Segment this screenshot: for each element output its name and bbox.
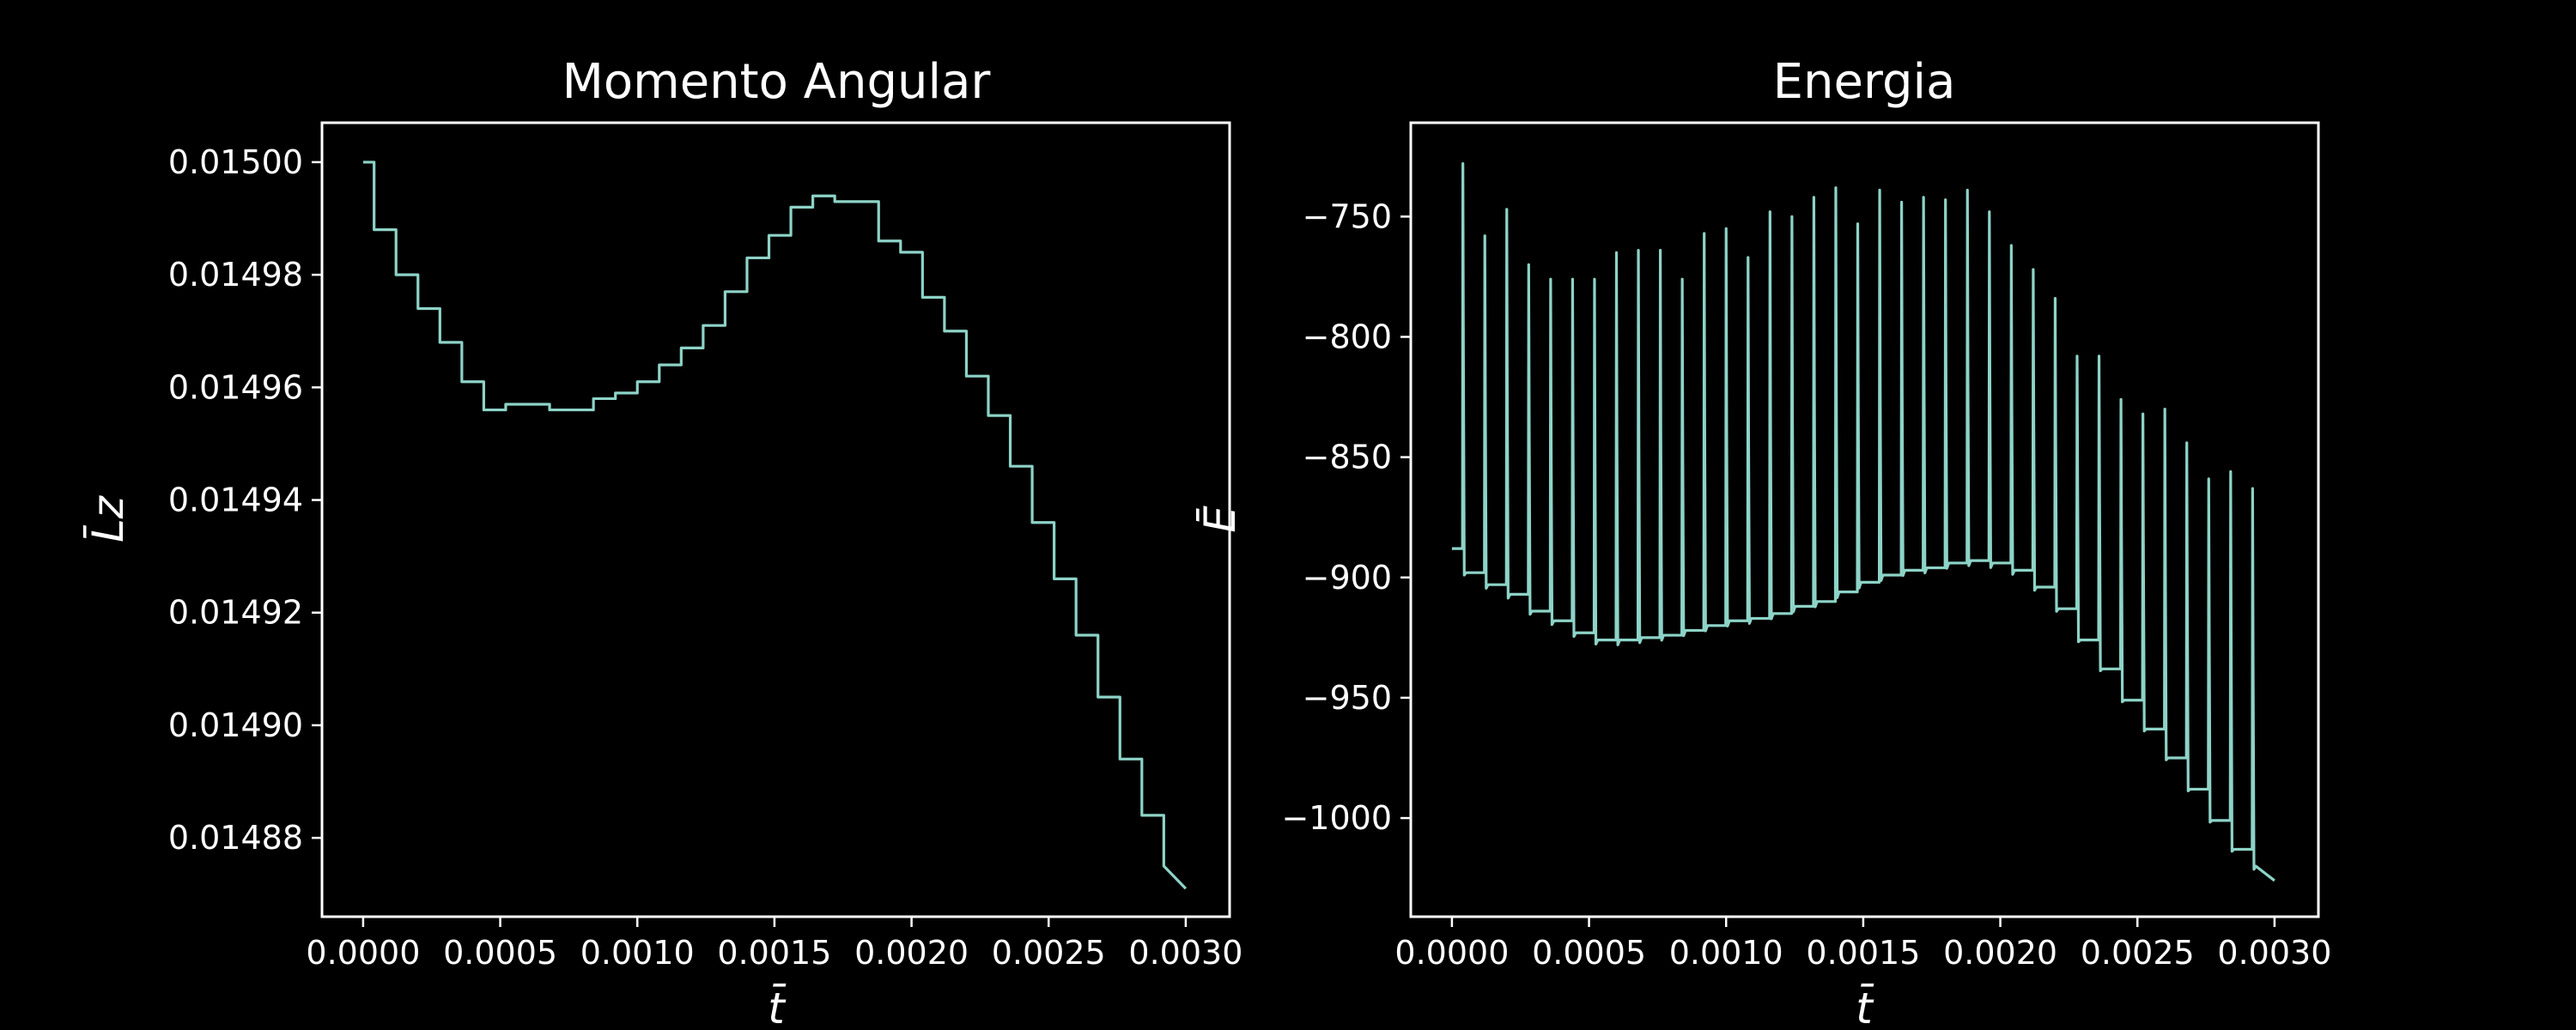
x-tick-label: 0.0015: [717, 934, 831, 972]
y-tick-label: 0.01500: [168, 143, 303, 181]
y-tick-label: −900: [1303, 559, 1392, 597]
x-tick-label: 0.0025: [2081, 934, 2195, 972]
y-axis-ticks: −1000 −950 −900 −850 −800 −750: [1281, 197, 1411, 837]
y-tick-label: −850: [1303, 439, 1392, 476]
y-tick-label: 0.01498: [168, 256, 303, 294]
x-tick-label: 0.0020: [1943, 934, 2057, 972]
y-tick-label: −1000: [1281, 799, 1392, 837]
plot-frame: [320, 121, 1231, 918]
y-tick-label: −750: [1303, 197, 1392, 235]
x-tick-label: 0.0000: [1394, 934, 1509, 972]
y-tick-label: −950: [1303, 679, 1392, 717]
x-axis-ticks: 0.0000 0.0005 0.0010 0.0015 0.0020 0.0025 0.00…: [306, 917, 1242, 972]
chart-momento-angular: Momento Angular 0.0000 0.0005 0.0010 0.0015…: [82, 54, 1242, 1030]
x-tick-label: 0.0030: [1128, 934, 1242, 972]
y-tick-label: 0.01492: [168, 594, 303, 632]
plot-frame: [1409, 121, 2320, 918]
x-tick-label: 0.0020: [854, 934, 969, 972]
series-line: [362, 161, 1188, 890]
y-tick-label: 0.01488: [168, 819, 303, 857]
series-group: [1451, 162, 2275, 882]
chart-energia: Energia 0.0000 0.0005 0.0010 0.0015 0.0020 0.…: [1195, 54, 2331, 1030]
x-tick-label: 0.0010: [580, 934, 695, 972]
y-tick-label: 0.01494: [168, 482, 303, 519]
x-axis-label: t̄: [768, 983, 787, 1030]
x-tick-label: 0.0030: [2217, 934, 2331, 972]
x-tick-label: 0.0000: [306, 934, 420, 972]
y-axis-ticks: 0.01488 0.01490 0.01492 0.01494 0.01496 0.014…: [168, 143, 322, 857]
chart-title: Momento Angular: [562, 54, 992, 110]
y-axis-label: Ē: [1195, 506, 1245, 533]
series-line: [1451, 162, 2275, 882]
x-tick-label: 0.0025: [992, 934, 1106, 972]
x-axis-ticks: 0.0000 0.0005 0.0010 0.0015 0.0020 0.0025 0.00…: [1394, 917, 2331, 972]
y-tick-label: 0.01490: [168, 706, 303, 744]
x-axis-label: t̄: [1856, 983, 1874, 1030]
x-tick-label: 0.0010: [1669, 934, 1783, 972]
x-tick-label: 0.0015: [1806, 934, 1920, 972]
x-tick-label: 0.0005: [443, 934, 557, 972]
chart-title: Energia: [1773, 54, 1956, 110]
y-axis-label: L̄z: [82, 494, 133, 542]
y-tick-label: −800: [1303, 318, 1392, 355]
y-tick-label: 0.01496: [168, 368, 303, 406]
x-tick-label: 0.0005: [1532, 934, 1646, 972]
series-group: [362, 161, 1188, 890]
